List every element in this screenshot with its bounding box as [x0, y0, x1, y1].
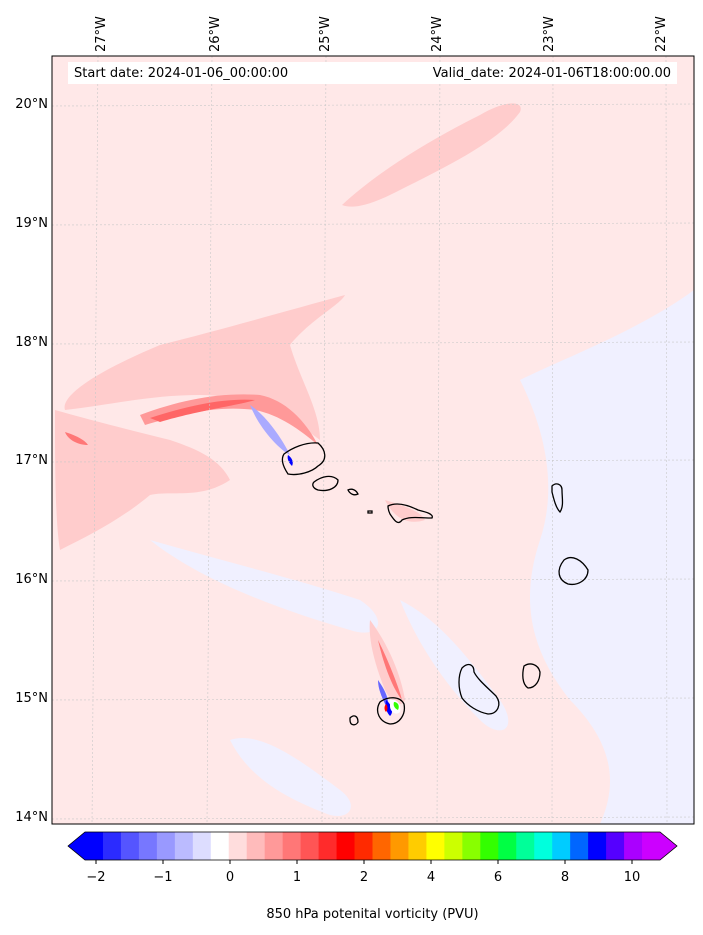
- lon-label-27w: 27°W: [94, 16, 109, 52]
- colorbar-segment: [300, 832, 320, 860]
- colorbar-segment: [372, 832, 391, 860]
- island-sao-nicolau: [387, 503, 433, 524]
- colorbar-segment: [246, 832, 266, 860]
- colorbar-segment: [102, 832, 122, 860]
- fogo-hotspot: [384, 699, 401, 714]
- negative-vorticity-regions: [150, 290, 694, 824]
- colorbar-segment: [426, 832, 445, 860]
- colorbar-segment: [408, 832, 427, 860]
- colorbar-tick: 4: [426, 870, 436, 885]
- island-branco: [367, 510, 373, 514]
- colorbar-segment: [210, 832, 230, 860]
- colorbar-tick: 0: [225, 870, 235, 885]
- colorbar-tick: 1: [292, 870, 302, 885]
- colorbar-segment: [606, 832, 625, 860]
- island-brava: [349, 715, 359, 726]
- colorbar-segment: [156, 832, 176, 860]
- lat-label-15n: 15°N: [15, 691, 48, 706]
- island-boa-vista: [558, 556, 589, 586]
- colorbar-segment: [228, 832, 248, 860]
- lat-label-18n: 18°N: [15, 335, 48, 350]
- colorbar: [67, 831, 678, 864]
- map-frame: [51, 55, 695, 825]
- gridlines: [51, 55, 695, 825]
- island-santa-luzia: [347, 488, 359, 496]
- island-maio: [522, 663, 541, 689]
- island-fogo: [376, 697, 406, 725]
- colorbar-tick: 10: [623, 870, 641, 885]
- lat-label-14n: 14°N: [15, 810, 48, 825]
- valid-date-label: Valid_date: 2024-01-06T18:00:00.00: [432, 66, 671, 81]
- island-sao-vicente: [312, 475, 339, 492]
- blue-vorticity-streaks: [250, 405, 393, 716]
- header-box: [68, 62, 677, 84]
- island-santiago: [458, 663, 500, 715]
- lat-label-19n: 19°N: [15, 216, 48, 231]
- colorbar-segment: [282, 832, 302, 860]
- colorbar-segment: [444, 832, 463, 860]
- colorbar-segment: [642, 832, 661, 860]
- colorbar-segment: [192, 832, 212, 860]
- colorbar-segment: [390, 832, 409, 860]
- colorbar-segment: [624, 832, 643, 860]
- colorbar-tick: −1: [153, 870, 173, 885]
- lat-label-16n: 16°N: [15, 572, 48, 587]
- colorbar-segment: [588, 832, 607, 860]
- colorbar-segment: [480, 832, 499, 860]
- colorbar-tick: −2: [86, 870, 106, 885]
- lon-label-23w: 23°W: [542, 16, 557, 52]
- lon-label-24w: 24°W: [430, 16, 445, 52]
- colorbar-outline: [67, 831, 678, 861]
- colorbar-segment: [336, 832, 356, 860]
- colorbar-tick: 2: [359, 870, 369, 885]
- lon-label-22w: 22°W: [654, 16, 669, 52]
- start-date-label: Start date: 2024-01-06_00:00:00: [74, 66, 289, 81]
- colorbar-segment: [138, 832, 158, 860]
- colorbar-segment: [174, 832, 194, 860]
- lat-label-17n: 17°N: [15, 453, 48, 468]
- colorbar-segment: [318, 832, 338, 860]
- colorbar-extend-min: [68, 832, 85, 860]
- colorbar-segment: [354, 832, 373, 860]
- colorbar-segment: [85, 832, 104, 860]
- colorbar-label: 850 hPa potenital vorticity (PVU): [266, 907, 479, 922]
- colorbar-segment: [552, 832, 571, 860]
- island-sal: [551, 483, 564, 514]
- lat-label-20n: 20°N: [15, 97, 48, 112]
- coastlines: [281, 442, 589, 726]
- colorbar-tick: 8: [560, 870, 570, 885]
- colorbar-segment: [570, 832, 589, 860]
- colorbar-segment: [534, 832, 553, 860]
- island-santo-antao: [281, 442, 326, 476]
- colorbar-extend-max: [660, 832, 677, 860]
- colorbar-segment: [462, 832, 481, 860]
- colorbar-tick: 6: [493, 870, 503, 885]
- lon-label-26w: 26°W: [208, 16, 223, 52]
- strong-vorticity-band: [65, 394, 402, 700]
- colorbar-segment: [264, 832, 284, 860]
- lon-label-25w: 25°W: [318, 16, 333, 52]
- colorbar-segment: [120, 832, 140, 860]
- colorbar-segment: [498, 832, 517, 860]
- colorbar-segment: [516, 832, 535, 860]
